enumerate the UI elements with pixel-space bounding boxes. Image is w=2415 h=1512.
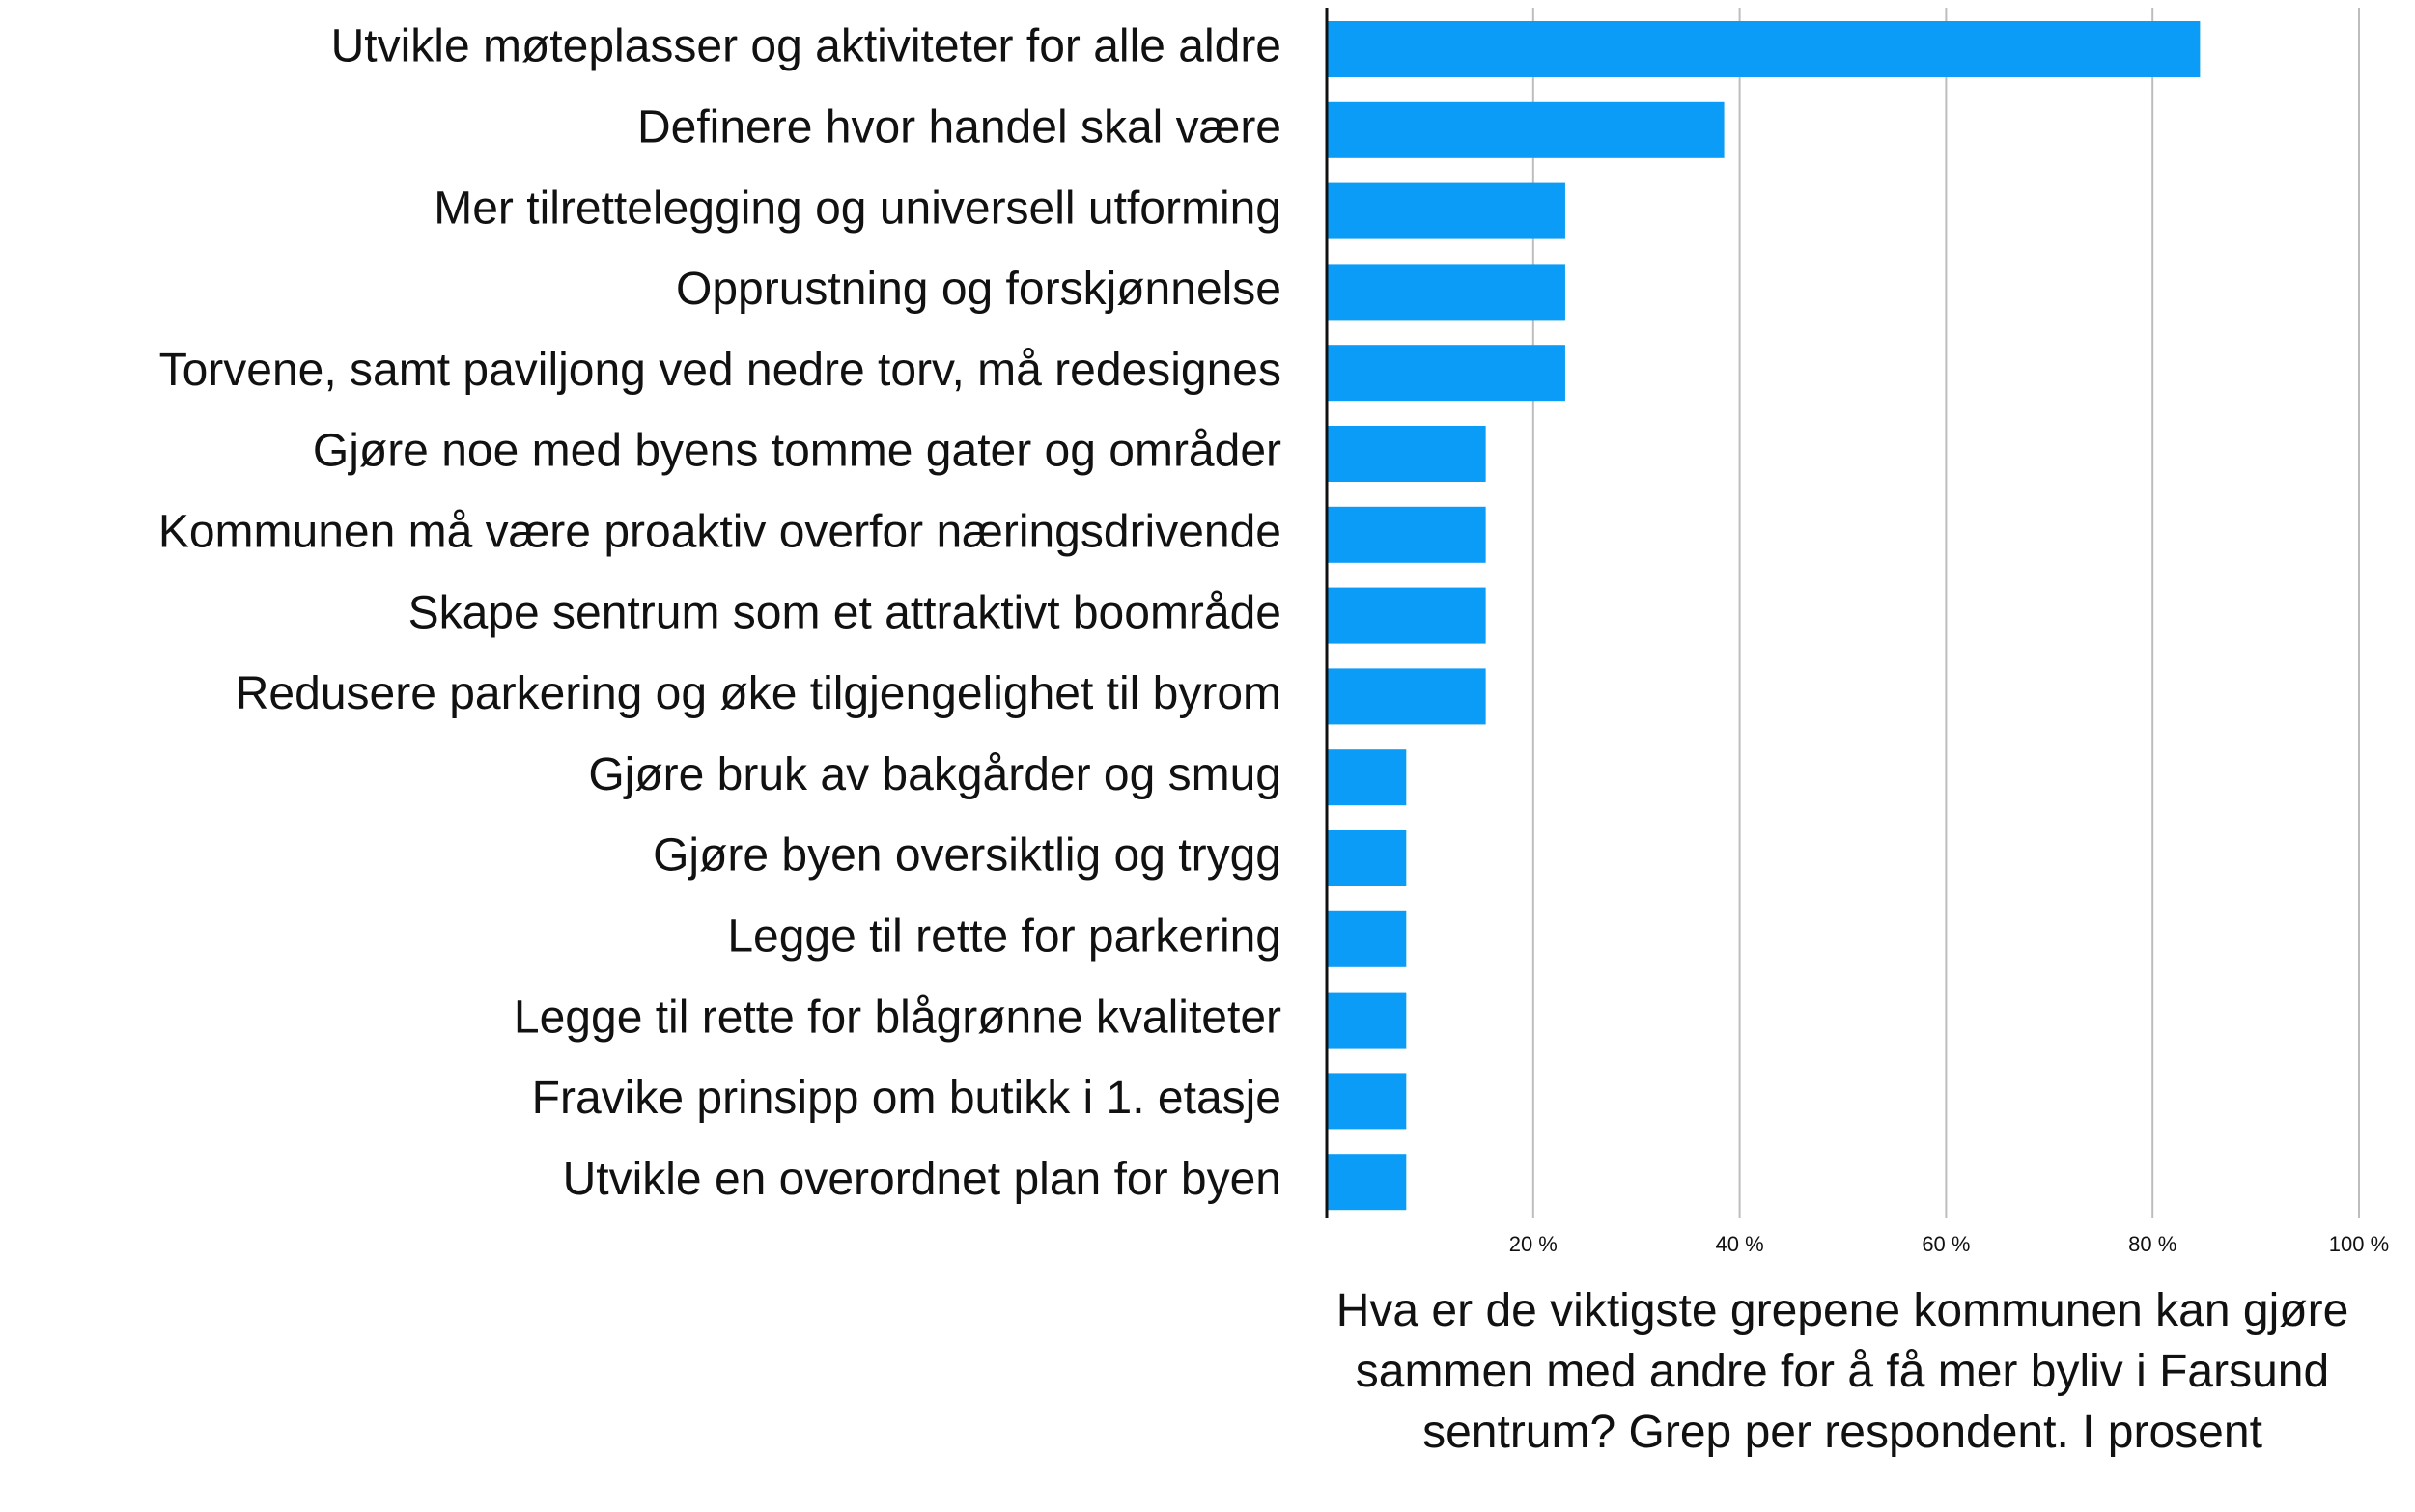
bar (1327, 830, 1407, 886)
x-axis-label: Hva er de viktigste grepene kommunen kan… (1335, 1285, 2349, 1458)
x-tick-label: 100 % (2329, 1232, 2389, 1256)
bar (1327, 992, 1407, 1049)
x-tick-label: 60 % (1922, 1232, 1970, 1256)
bar (1327, 21, 2201, 77)
y-tick-label: Legge til rette for parkering (727, 910, 1281, 962)
y-tick-label: Gjøre bruk av bakgårder og smug (588, 749, 1281, 800)
y-tick-label: Legge til rette for blågrønne kvaliteter (514, 992, 1281, 1043)
bar (1327, 264, 1565, 321)
bar (1327, 1073, 1407, 1130)
bar (1327, 668, 1486, 725)
bar (1327, 182, 1565, 239)
x-tick-label: 80 % (2128, 1232, 2176, 1256)
bar (1327, 426, 1486, 482)
y-tick-label: Opprustning og forskjønnelse (676, 264, 1281, 315)
bar (1327, 749, 1407, 806)
y-tick-label: Gjøre noe med byens tomme gater og områd… (313, 426, 1281, 477)
bar (1327, 587, 1486, 644)
y-tick-label: Mer tilrettelegging og universell utform… (434, 182, 1281, 234)
x-tick-label: 20 % (1509, 1232, 1558, 1256)
bar (1327, 345, 1565, 402)
y-tick-label: Gjøre byen oversiktlig og trygg (653, 830, 1281, 882)
bar (1327, 910, 1407, 967)
y-tick-label: Kommunen må være proaktiv overfor næring… (158, 506, 1281, 557)
y-tick-label: Utvikle en overordnet plan for byen (563, 1154, 1281, 1205)
y-tick-label: Definere hvor handel skal være (637, 101, 1281, 153)
y-tick-label: Torvene, samt paviljong ved nedre torv, … (159, 345, 1281, 396)
y-tick-label: Skape sentrum som et attraktivt boområde (408, 587, 1281, 638)
y-tick-label: Utvikle møteplasser og aktiviteter for a… (331, 21, 1281, 72)
bar (1327, 506, 1486, 563)
y-tick-label: Redusere parkering og øke tilgjengelighe… (236, 668, 1281, 719)
x-tick-label: 40 % (1716, 1232, 1764, 1256)
bar (1327, 101, 1725, 158)
y-tick-label: Fravike prinsipp om butikk i 1. etasje (532, 1073, 1281, 1124)
bar (1327, 1154, 1407, 1211)
